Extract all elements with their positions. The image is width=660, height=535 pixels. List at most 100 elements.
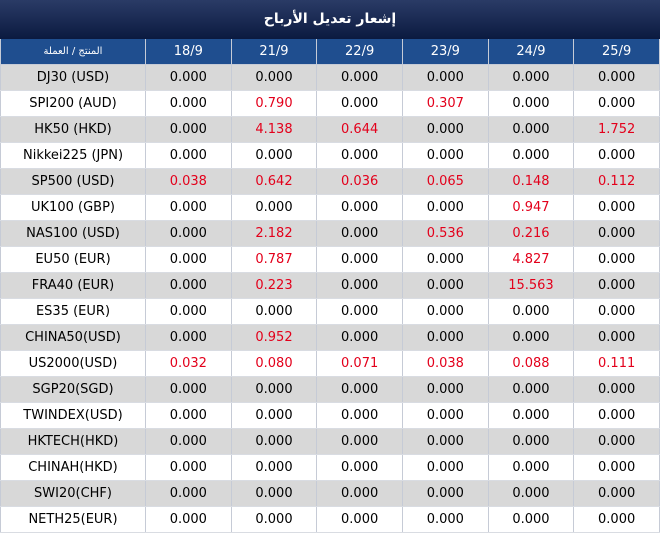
value-cell: 0.000 xyxy=(573,90,660,117)
value-cell: 0.036 xyxy=(316,168,403,195)
value-cell: 0.000 xyxy=(487,376,575,403)
column-header-date: 23/9 xyxy=(401,39,489,65)
column-header-product: المنتج / العملة xyxy=(0,39,146,65)
value-cell: 0.000 xyxy=(230,142,318,169)
value-cell: 0.000 xyxy=(487,64,575,91)
value-cell: 0.000 xyxy=(401,246,489,273)
value-cell: 0.000 xyxy=(316,506,403,533)
value-cell: 0.000 xyxy=(145,272,232,299)
value-cell: 0.000 xyxy=(145,428,232,455)
value-cell: 0.000 xyxy=(145,454,232,481)
product-cell: NETH25(EUR) xyxy=(0,506,146,533)
column-header-date: 25/9 xyxy=(573,39,660,65)
value-cell: 0.000 xyxy=(145,116,232,143)
value-cell: 0.947 xyxy=(487,194,575,221)
table-row: Nikkei225 (JPN) 0.000 0.000 0.000 0.000 0.000… xyxy=(0,142,660,169)
value-cell: 0.000 xyxy=(573,298,660,325)
value-cell: 0.000 xyxy=(145,142,232,169)
value-cell: 0.000 xyxy=(145,64,232,91)
value-cell: 4.827 xyxy=(487,246,575,273)
value-cell: 0.000 xyxy=(573,324,660,351)
value-cell: 0.000 xyxy=(316,272,403,299)
value-cell: 0.000 xyxy=(487,298,575,325)
table-row: CHINA50(USD) 0.000 0.952 0.000 0.000 0.000 0.0… xyxy=(0,324,660,351)
value-cell: 0.000 xyxy=(401,428,489,455)
value-cell: 0.000 xyxy=(145,246,232,273)
value-cell: 0.000 xyxy=(401,116,489,143)
value-cell: 0.000 xyxy=(230,402,318,429)
table-row: CHINAH(HKD) 0.000 0.000 0.000 0.000 0.000 0.00… xyxy=(0,454,660,481)
table-row: NAS100 (USD) 0.000 2.182 0.000 0.536 0.216 0.0… xyxy=(0,220,660,247)
value-cell: 0.000 xyxy=(401,298,489,325)
column-header-date: 18/9 xyxy=(145,39,232,65)
value-cell: 0.000 xyxy=(573,506,660,533)
product-cell: CHINA50(USD) xyxy=(0,324,146,351)
table-row: DJ30 (USD) 0.000 0.000 0.000 0.000 0.000 0.000 xyxy=(0,64,660,91)
value-cell: 0.952 xyxy=(230,324,318,351)
product-cell: Nikkei225 (JPN) xyxy=(0,142,146,169)
value-cell: 0.000 xyxy=(573,402,660,429)
value-cell: 0.000 xyxy=(573,428,660,455)
column-header-date: 22/9 xyxy=(316,39,403,65)
value-cell: 0.000 xyxy=(401,376,489,403)
value-cell: 0.000 xyxy=(230,298,318,325)
value-cell: 0.000 xyxy=(230,64,318,91)
value-cell: 0.223 xyxy=(230,272,318,299)
value-cell: 0.080 xyxy=(230,350,318,377)
value-cell: 0.112 xyxy=(573,168,660,195)
value-cell: 0.071 xyxy=(316,350,403,377)
value-cell: 0.000 xyxy=(401,402,489,429)
value-cell: 0.000 xyxy=(401,142,489,169)
product-cell: CHINAH(HKD) xyxy=(0,454,146,481)
value-cell: 0.000 xyxy=(230,506,318,533)
value-cell: 0.000 xyxy=(145,194,232,221)
value-cell: 0.000 xyxy=(316,376,403,403)
value-cell: 0.000 xyxy=(487,506,575,533)
value-cell: 0.000 xyxy=(401,194,489,221)
value-cell: 0.000 xyxy=(573,194,660,221)
product-cell: HK50 (HKD) xyxy=(0,116,146,143)
column-header-date: 21/9 xyxy=(230,39,318,65)
product-cell: HKTECH(HKD) xyxy=(0,428,146,455)
value-cell: 0.000 xyxy=(487,90,575,117)
product-cell: US2000(USD) xyxy=(0,350,146,377)
value-cell: 0.000 xyxy=(487,454,575,481)
table-row: TWINDEX(USD) 0.000 0.000 0.000 0.000 0.000 0.0… xyxy=(0,402,660,429)
value-cell: 0.000 xyxy=(401,480,489,507)
value-cell: 15.563 xyxy=(487,272,575,299)
product-cell: SWI20(CHF) xyxy=(0,480,146,507)
value-cell: 0.000 xyxy=(573,64,660,91)
value-cell: 0.000 xyxy=(145,506,232,533)
product-cell: ES35 (EUR) xyxy=(0,298,146,325)
value-cell: 0.000 xyxy=(145,298,232,325)
value-cell: 0.000 xyxy=(230,194,318,221)
table-row: HK50 (HKD) 0.000 4.138 0.644 0.000 0.000 1.752 xyxy=(0,116,660,143)
product-cell: UK100 (GBP) xyxy=(0,194,146,221)
value-cell: 0.000 xyxy=(316,90,403,117)
value-cell: 0.644 xyxy=(316,116,403,143)
value-cell: 0.065 xyxy=(401,168,489,195)
product-cell: SGP20(SGD) xyxy=(0,376,146,403)
table-row: HKTECH(HKD) 0.000 0.000 0.000 0.000 0.000 0.00… xyxy=(0,428,660,455)
value-cell: 0.000 xyxy=(573,246,660,273)
value-cell: 0.000 xyxy=(487,428,575,455)
product-cell: DJ30 (USD) xyxy=(0,64,146,91)
page-title: إشعار تعديل الأرباح xyxy=(0,0,660,39)
value-cell: 0.000 xyxy=(145,376,232,403)
value-cell: 0.000 xyxy=(401,272,489,299)
value-cell: 0.000 xyxy=(401,454,489,481)
value-cell: 4.138 xyxy=(230,116,318,143)
value-cell: 0.000 xyxy=(316,480,403,507)
table-row: FRA40 (EUR) 0.000 0.223 0.000 0.000 15.563 0.0… xyxy=(0,272,660,299)
value-cell: 1.752 xyxy=(573,116,660,143)
value-cell: 0.000 xyxy=(316,454,403,481)
value-cell: 0.000 xyxy=(145,220,232,247)
value-cell: 0.000 xyxy=(316,220,403,247)
value-cell: 0.000 xyxy=(230,428,318,455)
table-header-row: المنتج / العملة 18/9 21/9 22/9 23/9 24/9… xyxy=(0,39,660,65)
value-cell: 0.032 xyxy=(145,350,232,377)
value-cell: 0.000 xyxy=(145,402,232,429)
value-cell: 0.000 xyxy=(316,428,403,455)
value-cell: 0.000 xyxy=(401,324,489,351)
